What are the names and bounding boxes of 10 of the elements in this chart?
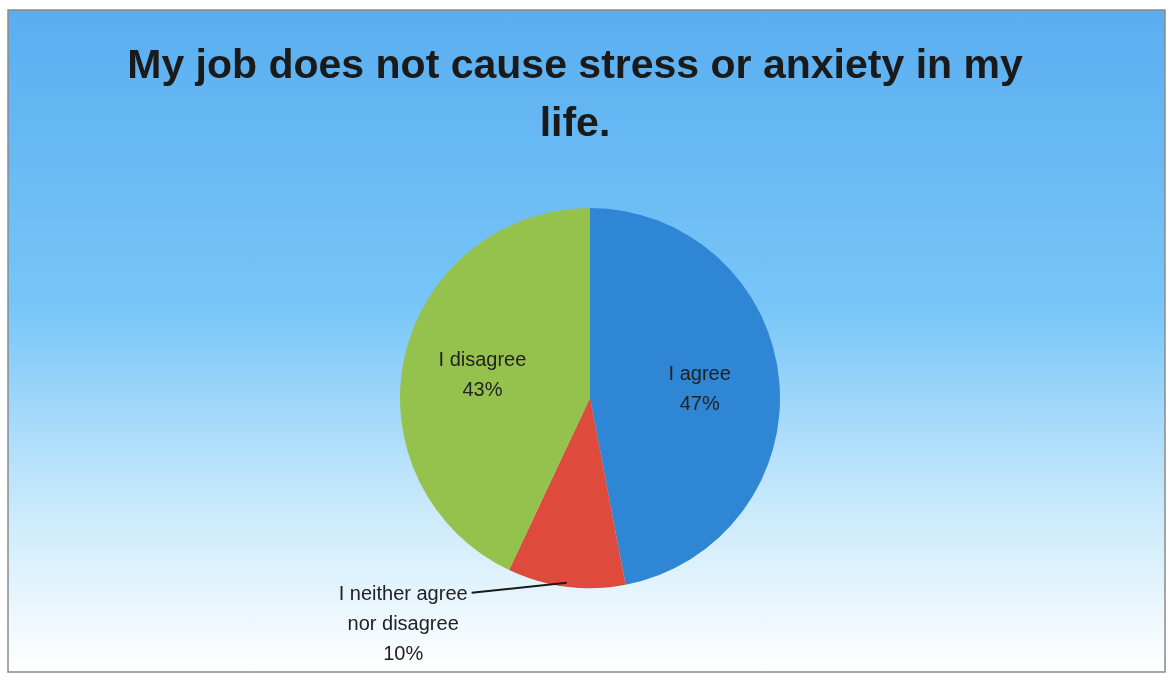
- data-label: 10%: [383, 641, 424, 664]
- slice-label: I disagree: [438, 347, 527, 370]
- slice-label: I agree: [668, 361, 731, 384]
- chart-title: My job does not cause stress or anxiety in my life.: [127, 41, 1023, 145]
- pie-slice: [400, 208, 590, 570]
- pie-slice: [590, 208, 780, 585]
- pie-slice: [509, 398, 626, 588]
- data-label: 43%: [462, 377, 503, 400]
- slice-label: I neither agree nor disagree: [338, 581, 468, 634]
- data-label: 47%: [679, 391, 720, 414]
